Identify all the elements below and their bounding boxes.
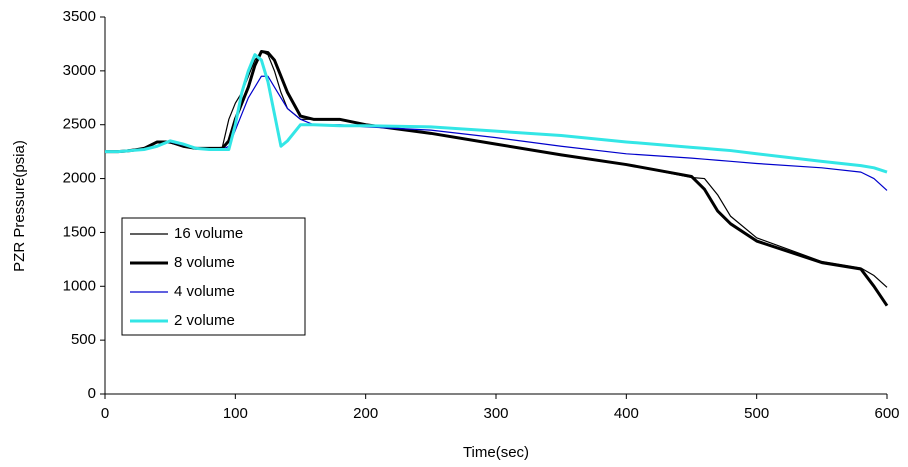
- y-tick-label: 2000: [63, 170, 96, 187]
- y-tick-label: 500: [71, 331, 96, 348]
- legend-label: 2 volume: [174, 312, 235, 329]
- legend-label: 16 volume: [174, 225, 243, 242]
- y-tick-label: 1500: [63, 223, 96, 240]
- x-tick-label: 600: [874, 405, 899, 422]
- x-axis-label: Time(sec): [463, 444, 529, 461]
- legend-label: 4 volume: [174, 283, 235, 300]
- y-axis-label: PZR Pressure(psia): [11, 140, 28, 272]
- y-tick-label: 3000: [63, 62, 96, 79]
- series-line: [105, 53, 888, 174]
- series-line: [105, 49, 889, 307]
- y-tick-label: 1000: [63, 277, 96, 294]
- x-tick-label: 200: [353, 405, 378, 422]
- x-tick-label: 500: [744, 405, 769, 422]
- x-tick-label: 400: [614, 405, 639, 422]
- y-tick-label: 2500: [63, 116, 96, 133]
- y-tick-label: 3500: [63, 8, 96, 25]
- x-tick-label: 300: [483, 405, 508, 422]
- x-tick-label: 100: [223, 405, 248, 422]
- x-tick-label: 0: [101, 405, 109, 422]
- y-tick-label: 0: [88, 385, 96, 402]
- series-line: [105, 75, 888, 191]
- legend-box: [121, 217, 306, 336]
- legend-label: 8 volume: [174, 254, 235, 271]
